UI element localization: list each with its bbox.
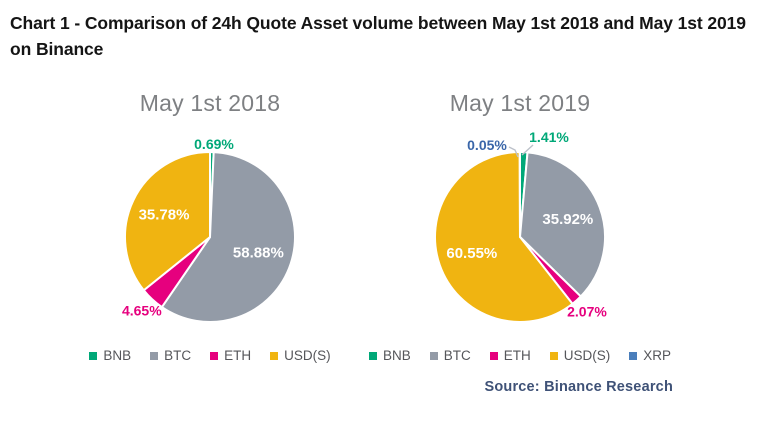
pie-slice-btc [519, 151, 606, 298]
pie-label-usds: 35.78% [139, 206, 190, 223]
legend-item-btc: BTC [150, 348, 191, 363]
pie-label-eth: 2.07% [567, 304, 607, 320]
legend-item-bnb: BNB [368, 348, 411, 363]
legend-swatch-bnb [368, 351, 377, 360]
pie-label-usds: 60.55% [446, 245, 497, 262]
legend-2018: BNB BTC ETH USD(S) [89, 348, 331, 363]
pie-chart-2019: 35.92% 2.07% 60.55% 1.41% 0.05% [434, 129, 607, 323]
legend-2019: BNB BTC ETH USD(S) XRP [368, 348, 671, 363]
chart-title-2019: May 1st 2019 [449, 90, 591, 116]
legend-item-btc: BTC [429, 348, 471, 363]
legend-label-bnb: BNB [382, 348, 411, 363]
page-title: Chart 1 - Comparison of 24h Quote Asset … [10, 13, 746, 59]
legend-swatch-btc [429, 351, 438, 360]
pie-label-xrp: 0.05% [467, 137, 507, 153]
legend-item-eth: ETH [210, 348, 251, 363]
pie-slice-btc [160, 151, 296, 323]
pie-slice-usds [124, 151, 211, 292]
legend-label-bnb: BNB [103, 348, 132, 363]
legend-label-xrp: XRP [643, 348, 672, 363]
chart-2019: May 1st 2019 35.92% 2.07% 60.55% 1.41% 0.05%… [365, 66, 675, 395]
pie-slice-usds [434, 151, 574, 323]
pie-label-btc: 35.92% [542, 211, 593, 228]
legend-item-bnb: BNB [89, 348, 131, 363]
legend-swatch-usds [270, 351, 279, 360]
pie-chart-2018: 58.88% 4.65% 35.78% 0.69% [122, 136, 296, 323]
legend-label-btc: BTC [164, 348, 192, 363]
legend-item-usds: USD(S) [549, 348, 611, 363]
legend-swatch-usds [549, 351, 558, 360]
legend-swatch-bnb [89, 351, 98, 360]
legend-item-eth: ETH [489, 348, 531, 363]
legend-swatch-btc [150, 351, 159, 360]
pie-label-btc: 58.88% [233, 245, 284, 262]
legend-label-btc: BTC [443, 348, 471, 363]
pie-label-bnb: 1.41% [529, 129, 569, 145]
legend-label-eth: ETH [503, 348, 531, 363]
leader-line-pielabelxrp [508, 146, 519, 158]
chart-2018: May 1st 2018 58.88% 4.65% 35.78% 0.69% BNB B… [55, 66, 365, 395]
source-credit: Source: Binance Research [484, 379, 673, 395]
charts-row: May 1st 2018 58.88% 4.65% 35.78% 0.69% BNB B… [0, 66, 780, 395]
legend-label-usds: USD(S) [284, 348, 331, 363]
chart-title-2018: May 1st 2018 [139, 90, 281, 116]
legend-swatch-eth [210, 351, 219, 360]
legend-swatch-xrp [629, 351, 638, 360]
leader-line-pielabelbnb [521, 144, 534, 156]
legend-label-eth: ETH [224, 348, 252, 363]
legend-swatch-eth [489, 351, 498, 360]
pie-label-bnb: 0.69% [194, 136, 234, 152]
legend-label-usds: USD(S) [563, 348, 611, 363]
legend-item-xrp: XRP [629, 348, 671, 363]
pie-label-eth: 4.65% [122, 303, 162, 319]
legend-item-usds: USD(S) [270, 348, 331, 363]
